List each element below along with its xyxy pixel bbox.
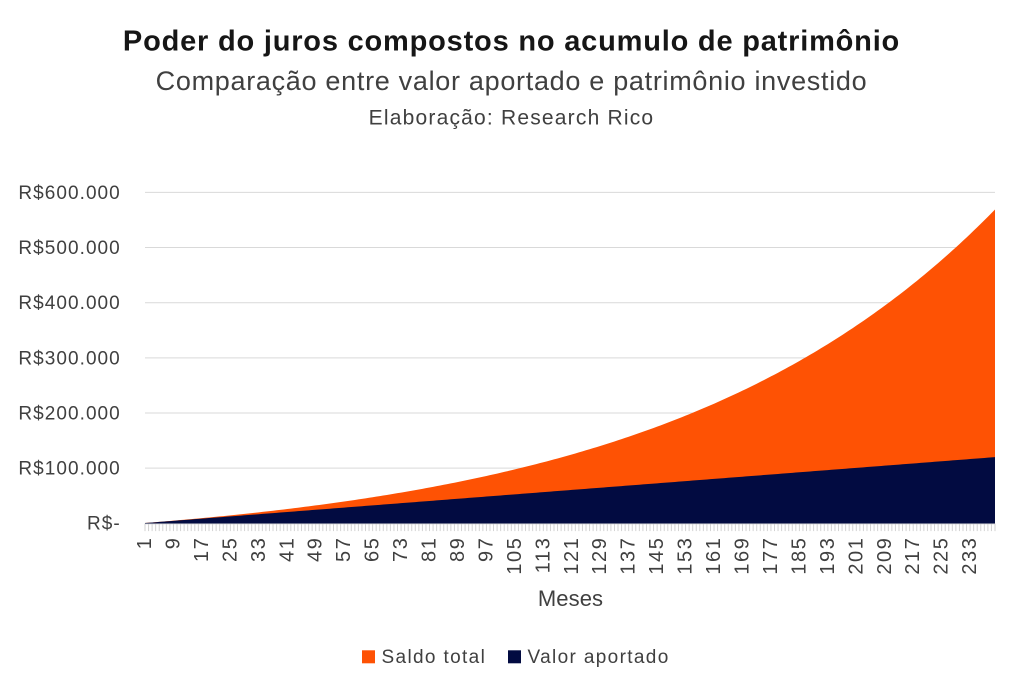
svg-text:233: 233	[959, 537, 981, 575]
svg-text:65: 65	[362, 537, 384, 562]
svg-text:97: 97	[475, 537, 497, 562]
svg-text:217: 217	[902, 537, 924, 575]
svg-text:R$100.000: R$100.000	[18, 459, 120, 480]
svg-text:1: 1	[134, 537, 156, 550]
svg-text:185: 185	[788, 537, 810, 575]
svg-text:Valor aportado: Valor aportado	[528, 647, 670, 668]
svg-text:Meses: Meses	[538, 586, 603, 611]
svg-text:Comparação entre valor aportad: Comparação entre valor aportado e patrim…	[156, 66, 868, 96]
svg-text:129: 129	[589, 537, 611, 575]
svg-text:R$500.000: R$500.000	[18, 238, 120, 259]
svg-text:201: 201	[845, 537, 867, 575]
svg-text:9: 9	[162, 537, 184, 550]
svg-text:177: 177	[760, 537, 782, 575]
svg-text:73: 73	[390, 537, 412, 562]
svg-text:169: 169	[731, 537, 753, 575]
svg-text:57: 57	[333, 537, 355, 562]
svg-text:Saldo total: Saldo total	[382, 647, 487, 668]
svg-text:33: 33	[248, 537, 270, 562]
svg-text:41: 41	[276, 537, 298, 562]
svg-text:153: 153	[675, 537, 697, 575]
svg-text:137: 137	[618, 537, 640, 575]
svg-text:Elaboração: Research Rico: Elaboração: Research Rico	[369, 107, 655, 130]
svg-text:209: 209	[874, 537, 896, 575]
svg-text:113: 113	[532, 537, 554, 574]
svg-text:25: 25	[219, 537, 241, 562]
svg-text:121: 121	[561, 537, 583, 575]
svg-text:145: 145	[646, 537, 668, 575]
svg-text:R$300.000: R$300.000	[18, 348, 120, 369]
svg-text:17: 17	[191, 537, 213, 562]
svg-text:R$-: R$-	[87, 514, 121, 535]
svg-text:49: 49	[305, 537, 327, 562]
svg-text:105: 105	[504, 537, 526, 575]
svg-text:Poder do juros compostos no ac: Poder do juros compostos no acumulo de p…	[123, 26, 900, 58]
svg-text:89: 89	[447, 537, 469, 562]
svg-text:193: 193	[817, 537, 839, 575]
svg-text:R$400.000: R$400.000	[18, 293, 120, 314]
svg-text:161: 161	[703, 537, 725, 575]
svg-text:R$600.000: R$600.000	[18, 183, 120, 204]
svg-text:225: 225	[931, 537, 953, 575]
svg-text:81: 81	[419, 537, 441, 562]
svg-text:R$200.000: R$200.000	[18, 403, 120, 424]
